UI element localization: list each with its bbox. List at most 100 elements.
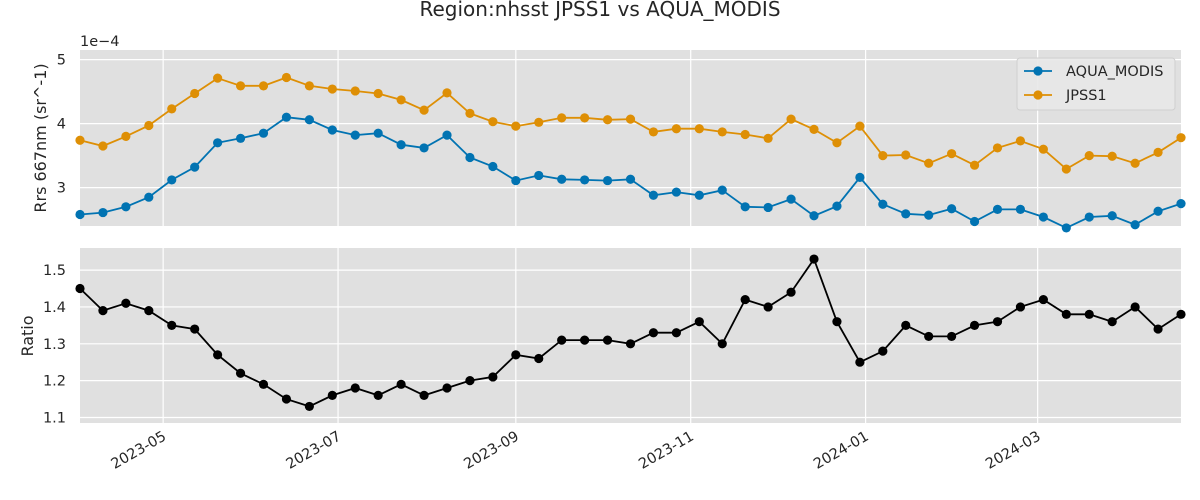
- jpss1-point: [648, 127, 659, 137]
- jpss1-point: [350, 86, 360, 96]
- ratio-point: [442, 383, 452, 393]
- ratio-point: [534, 353, 544, 364]
- ratio-point: [98, 306, 108, 316]
- ratio-point: [1015, 302, 1026, 312]
- ratio-point: [511, 350, 521, 360]
- jpss1-point: [258, 81, 269, 91]
- aqua-modis-point: [167, 175, 177, 185]
- ratio-point: [1084, 309, 1094, 319]
- aqua-modis-legend-marker: [1033, 66, 1043, 76]
- ratio-series: [75, 254, 1186, 412]
- ratio-gridlines: [80, 248, 1181, 423]
- jpss1-point: [1061, 164, 1071, 174]
- aqua-modis-point: [625, 174, 636, 184]
- rrs-y-tick-label: 5: [57, 53, 66, 69]
- jpss1-point: [396, 95, 406, 105]
- ratio-y-tick-label: 1.1: [43, 410, 66, 426]
- aqua-modis-point: [992, 204, 1003, 214]
- aqua-modis-point: [648, 190, 659, 200]
- x-tick-label: 2023-05: [109, 429, 169, 473]
- x-tick-label: 2023-07: [284, 429, 344, 473]
- aqua-modis-point: [488, 161, 498, 172]
- jpss1-point: [924, 158, 934, 168]
- ratio-plot-area: [80, 248, 1181, 423]
- aqua-modis-point: [304, 115, 314, 125]
- aqua-modis-point: [969, 216, 980, 227]
- aqua-modis-point: [602, 175, 613, 186]
- ratio-y-tick-label: 1.3: [43, 337, 66, 353]
- ratio-point: [304, 401, 314, 412]
- ratio-point: [1061, 309, 1071, 319]
- legend: AQUA_MODIS JPSS1: [1016, 57, 1176, 111]
- ratio-y-tick-label: 1.2: [43, 374, 66, 390]
- chart-title: Region:nhsst JPSS1 vs AQUA_MODIS: [419, 0, 780, 21]
- rrs-series: [75, 72, 1186, 233]
- jpss1-point: [557, 113, 567, 123]
- rrs-y-ticks: 3 4 5: [57, 53, 66, 197]
- aqua-modis-point: [213, 138, 223, 148]
- ratio-point: [373, 390, 383, 400]
- aqua-modis-point: [694, 190, 704, 200]
- aqua-modis-point: [947, 204, 957, 214]
- ratio-point: [465, 376, 475, 386]
- jpss1-point: [878, 151, 888, 161]
- aqua-modis-point: [580, 175, 590, 185]
- aqua-modis-point: [1015, 204, 1026, 214]
- ratio-point: [144, 306, 154, 316]
- jpss1-point: [694, 124, 704, 134]
- aqua-modis-point: [855, 172, 865, 182]
- ratio-point: [1130, 302, 1140, 312]
- aqua-modis-point: [465, 152, 475, 163]
- ratio-point: [763, 302, 773, 312]
- ratio-y-axis-label: Ratio: [18, 315, 37, 356]
- aqua-modis-point: [144, 192, 154, 202]
- ratio-point: [350, 383, 360, 393]
- ratio-y-tick-label: 1.4: [43, 300, 66, 316]
- jpss1-point: [281, 72, 292, 83]
- ratio-point: [924, 331, 934, 342]
- ratio-point: [190, 324, 200, 334]
- x-tick-label: 2024-03: [983, 429, 1043, 473]
- aqua-modis-point: [671, 187, 681, 197]
- jpss1-point: [717, 127, 727, 137]
- jpss1-point: [786, 114, 796, 124]
- jpss1-point: [235, 81, 246, 91]
- aqua-modis-point: [1038, 212, 1048, 222]
- ratio-point: [947, 331, 957, 342]
- ratio-point: [740, 294, 750, 305]
- aqua-modis-point: [235, 133, 246, 143]
- ratio-point: [396, 379, 406, 389]
- aqua-modis-point: [557, 174, 567, 184]
- ratio-point: [786, 287, 796, 297]
- ratio-point: [809, 254, 819, 264]
- aqua-modis-point: [1130, 220, 1140, 230]
- ratio-point: [878, 346, 888, 356]
- aqua-modis-point: [1107, 211, 1117, 221]
- ratio-point: [671, 328, 681, 338]
- jpss1-point: [327, 84, 337, 94]
- ratio-point: [1176, 309, 1186, 319]
- jpss1-point: [1130, 158, 1140, 168]
- jpss1-point: [121, 131, 131, 141]
- jpss1-point: [992, 143, 1003, 153]
- ratio-point: [75, 283, 85, 294]
- jpss1-point: [1084, 151, 1094, 161]
- jpss1-legend-marker: [1033, 90, 1043, 100]
- aqua-modis-point: [832, 201, 842, 211]
- ratio-point: [694, 317, 704, 327]
- jpss1-point: [373, 88, 383, 99]
- jpss1-point: [969, 160, 980, 170]
- ratio-panel: 1.1 1.2 1.3 1.4 1.5 Ratio: [18, 248, 1186, 426]
- aqua-modis-point: [534, 170, 544, 181]
- jpss1-point: [1176, 133, 1186, 143]
- x-tick-label: 2023-11: [636, 429, 696, 473]
- x-tick-labels: 2023-05 2023-07 2023-09 2023-11 2024-01 2024-…: [109, 429, 1044, 473]
- ratio-point: [281, 394, 292, 404]
- jpss1-point: [809, 124, 819, 134]
- aqua-modis-point: [717, 185, 727, 195]
- x-tick-label: 2024-01: [811, 429, 871, 473]
- rrs-y-axis-label: Rrs 667nm (sr^-1): [31, 63, 50, 212]
- aqua-modis-point: [763, 202, 773, 213]
- jpss1-point: [419, 105, 429, 115]
